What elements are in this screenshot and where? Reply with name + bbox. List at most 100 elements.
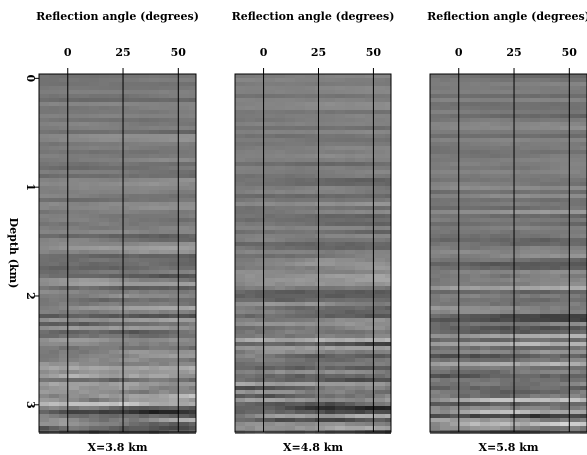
texture bbox=[520, 286, 530, 290]
texture bbox=[285, 406, 295, 410]
texture bbox=[325, 214, 335, 218]
texture bbox=[235, 198, 245, 202]
texture bbox=[179, 330, 189, 334]
texture bbox=[129, 310, 139, 314]
texture bbox=[560, 290, 570, 294]
texture bbox=[480, 394, 490, 398]
texture bbox=[540, 382, 550, 386]
texture bbox=[550, 170, 560, 174]
texture bbox=[385, 130, 391, 134]
texture bbox=[79, 214, 89, 218]
texture bbox=[500, 258, 510, 262]
texture bbox=[89, 378, 99, 382]
texture bbox=[385, 270, 391, 274]
texture bbox=[169, 370, 179, 374]
texture bbox=[510, 390, 520, 394]
texture bbox=[235, 290, 245, 294]
texture bbox=[179, 366, 189, 370]
texture bbox=[510, 210, 520, 214]
texture bbox=[99, 202, 109, 206]
texture bbox=[355, 366, 365, 370]
texture bbox=[79, 342, 89, 346]
x-tick-label: 0 bbox=[64, 46, 72, 59]
texture bbox=[119, 246, 129, 250]
texture bbox=[355, 182, 365, 186]
texture bbox=[235, 298, 245, 302]
texture bbox=[179, 210, 189, 214]
texture bbox=[285, 242, 295, 246]
texture bbox=[99, 426, 109, 430]
texture bbox=[470, 350, 480, 354]
texture bbox=[520, 230, 530, 234]
texture bbox=[540, 410, 550, 414]
texture bbox=[335, 306, 345, 310]
texture bbox=[570, 378, 580, 382]
texture bbox=[275, 174, 285, 178]
texture bbox=[69, 238, 79, 242]
texture bbox=[345, 374, 355, 378]
texture bbox=[119, 78, 129, 82]
texture bbox=[119, 334, 129, 338]
texture bbox=[139, 262, 149, 266]
texture bbox=[189, 198, 196, 202]
texture bbox=[430, 374, 440, 378]
texture bbox=[149, 254, 159, 258]
texture bbox=[49, 166, 59, 170]
texture bbox=[345, 238, 355, 242]
texture bbox=[69, 246, 79, 250]
texture bbox=[460, 190, 470, 194]
texture bbox=[159, 342, 169, 346]
texture bbox=[149, 106, 159, 110]
texture bbox=[79, 90, 89, 94]
texture bbox=[109, 426, 119, 430]
texture bbox=[129, 110, 139, 114]
texture bbox=[285, 154, 295, 158]
texture bbox=[385, 210, 391, 214]
texture bbox=[500, 274, 510, 278]
texture bbox=[345, 214, 355, 218]
texture bbox=[129, 250, 139, 254]
texture bbox=[500, 350, 510, 354]
texture bbox=[335, 254, 345, 258]
texture bbox=[490, 322, 500, 326]
texture bbox=[460, 130, 470, 134]
texture bbox=[179, 146, 189, 150]
texture bbox=[500, 302, 510, 306]
texture bbox=[490, 414, 500, 418]
texture bbox=[315, 402, 325, 406]
texture bbox=[245, 238, 255, 242]
texture bbox=[169, 282, 179, 286]
texture bbox=[440, 258, 450, 262]
texture bbox=[275, 402, 285, 406]
texture bbox=[129, 282, 139, 286]
texture bbox=[510, 154, 520, 158]
texture bbox=[285, 314, 295, 318]
texture bbox=[510, 178, 520, 182]
texture bbox=[109, 398, 119, 402]
texture bbox=[275, 354, 285, 358]
texture bbox=[500, 294, 510, 298]
texture bbox=[460, 366, 470, 370]
texture bbox=[89, 226, 99, 230]
texture bbox=[305, 126, 315, 130]
texture bbox=[169, 338, 179, 342]
texture bbox=[39, 278, 49, 282]
texture bbox=[49, 338, 59, 342]
texture bbox=[315, 162, 325, 166]
texture bbox=[560, 230, 570, 234]
texture bbox=[129, 114, 139, 118]
texture bbox=[430, 154, 440, 158]
texture bbox=[285, 322, 295, 326]
texture bbox=[530, 130, 540, 134]
texture bbox=[520, 394, 530, 398]
texture bbox=[580, 186, 587, 190]
texture bbox=[480, 342, 490, 346]
texture bbox=[265, 86, 275, 90]
texture bbox=[480, 306, 490, 310]
texture bbox=[560, 274, 570, 278]
texture bbox=[580, 390, 587, 394]
texture bbox=[500, 314, 510, 318]
texture bbox=[430, 250, 440, 254]
texture bbox=[79, 278, 89, 282]
texture bbox=[550, 298, 560, 302]
